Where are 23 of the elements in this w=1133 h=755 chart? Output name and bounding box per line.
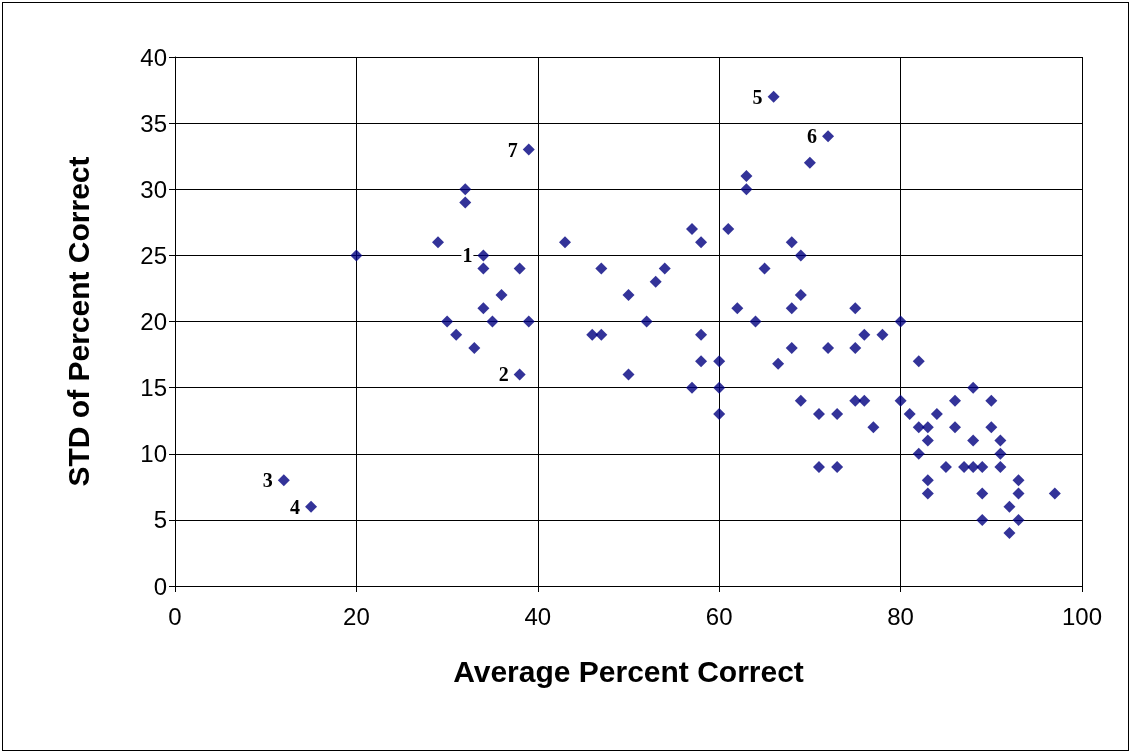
y-tick-label: 10 <box>140 440 167 468</box>
annotation: 1 <box>462 244 473 267</box>
x-tick-label: 60 <box>705 602 733 630</box>
y-tick-label: 30 <box>140 175 167 203</box>
annotation: 6 <box>807 125 818 148</box>
y-tick-label: 25 <box>140 241 167 269</box>
annotation: 2 <box>498 363 509 386</box>
y-tick-label: 0 <box>153 572 167 600</box>
x-tick-label: 40 <box>524 602 552 630</box>
y-tick-label: 20 <box>140 308 167 335</box>
y-tick-label: 40 <box>140 43 167 71</box>
annotation: 5 <box>752 85 763 108</box>
x-tick-label: 100 <box>1061 602 1103 630</box>
annotation: 7 <box>507 138 518 161</box>
x-tick-label: 20 <box>343 602 370 630</box>
x-axis-title: Average Percent Correct <box>453 654 804 688</box>
y-tick-label: 5 <box>153 506 167 534</box>
y-axis-title: STD of Percent Correct <box>61 156 95 487</box>
annotation: 3 <box>262 469 273 492</box>
y-tick-label: 15 <box>140 374 167 402</box>
y-tick-label: 35 <box>140 109 167 137</box>
annotation: 4 <box>290 495 301 518</box>
x-tick-label: 80 <box>887 602 914 630</box>
